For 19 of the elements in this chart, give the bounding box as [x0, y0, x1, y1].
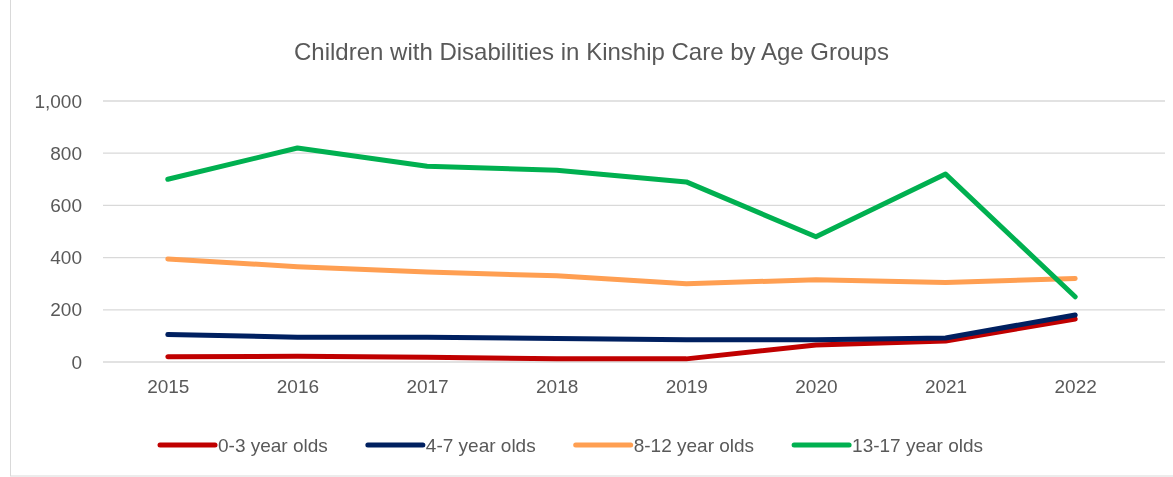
x-tick-label: 2021 — [924, 375, 968, 397]
chart-title: Children with Disabilities in Kinship Care by Age Groups — [294, 38, 889, 65]
x-tick-label: 2019 — [665, 375, 708, 397]
x-tick-label: 2017 — [406, 375, 449, 397]
y-tick-label: 400 — [50, 247, 82, 269]
legend-label: 4-7 year olds — [425, 435, 536, 456]
y-tick-label: 800 — [50, 142, 82, 164]
x-tick-label: 2022 — [1054, 375, 1097, 397]
y-tick-label: 0 — [71, 351, 82, 373]
legend-label: 8-12 year olds — [633, 435, 755, 456]
y-tick-label: 600 — [50, 194, 82, 216]
x-tick-label: 2016 — [276, 375, 320, 397]
x-tick-label: 2020 — [795, 375, 838, 397]
x-tick-label: 2018 — [536, 375, 579, 397]
legend-label: 0-3 year olds — [218, 435, 328, 456]
x-tick-label: 2015 — [147, 375, 190, 397]
y-tick-label: 1,000 — [34, 90, 82, 112]
legend-label: 13-17 year olds — [852, 435, 984, 456]
y-tick-label: 200 — [50, 299, 82, 321]
